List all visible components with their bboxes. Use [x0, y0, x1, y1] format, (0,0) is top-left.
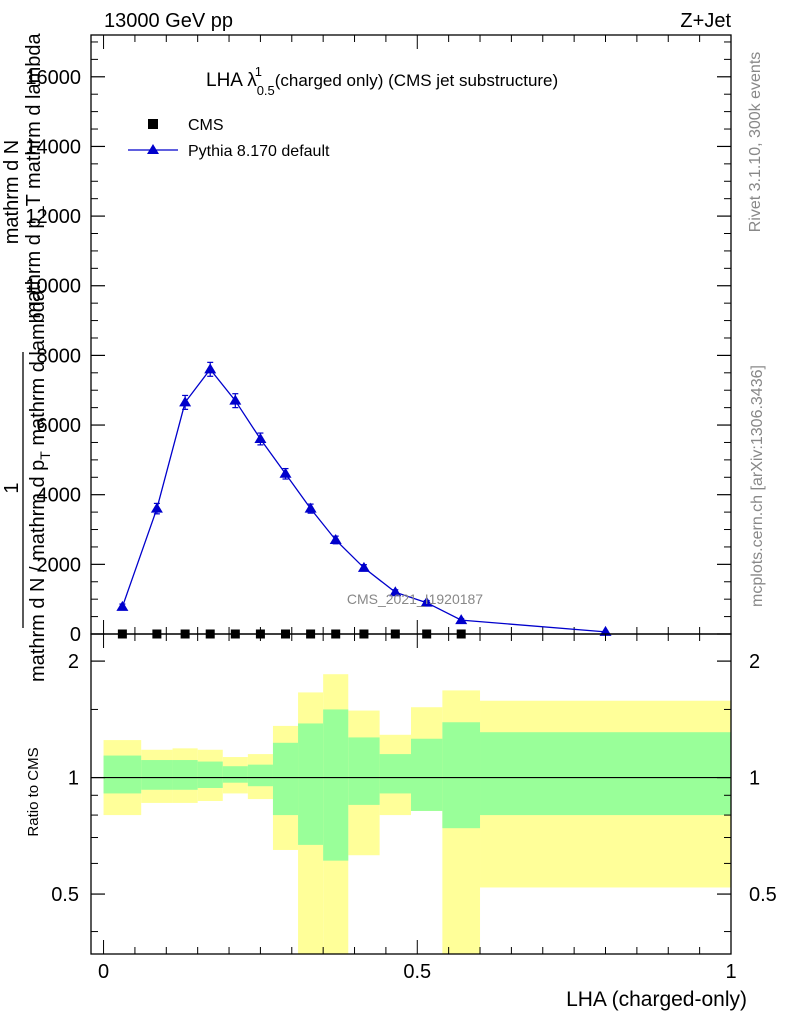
legend-pythia-label: Pythia 8.170 default	[188, 143, 330, 160]
ratio-band-inner	[103, 755, 142, 794]
legend-cms-label: CMS	[188, 117, 224, 134]
ratio-ytick-label: 2	[68, 651, 79, 673]
ratio-bands	[91, 674, 731, 954]
legend-pythia-marker	[147, 144, 159, 154]
ylabel-frac-bottom-rest: mathrm d lambda	[27, 289, 49, 451]
main-ytick-label: 8000	[37, 345, 82, 367]
pythia-point	[304, 502, 317, 513]
legend-cms-marker	[148, 119, 158, 129]
main-ytick-label: 4000	[37, 485, 82, 507]
pythia-point	[204, 363, 217, 374]
ratio-band-inner	[197, 761, 223, 788]
main-frame-box	[90, 34, 732, 635]
ylabel-numerator: mathrm d N	[1, 140, 23, 244]
ratio-ytick-label-right: 0.5	[749, 884, 777, 906]
main-y-ticks: 0 2000 4000 6000 8000 10000 12000 14000 16000	[25, 35, 732, 646]
pythia-point	[329, 533, 342, 544]
mcplots-label: mcplots.cern.ch [arXiv:1306.3436]	[749, 365, 766, 607]
ratio-band-inner	[272, 742, 299, 816]
main-title-sup: 1	[255, 64, 262, 79]
pythia-point	[357, 561, 370, 572]
ratio-band-inner	[442, 722, 481, 829]
analysis-watermark: CMS_2021_I1920187	[347, 591, 483, 607]
main-ytick-label: 0	[70, 624, 81, 646]
ratio-xtick-label: 1	[725, 961, 736, 983]
pythia-point	[455, 614, 468, 625]
ratio-ytick-label-right: 2	[749, 651, 760, 673]
pythia-point	[179, 396, 192, 407]
pythia-point	[420, 596, 433, 607]
ratio-band-inner	[348, 737, 380, 805]
ratio-band-inner	[323, 709, 349, 861]
pythia-point	[116, 600, 129, 611]
pythia-point	[150, 502, 163, 513]
ratio-xtick-label: 0	[98, 961, 109, 983]
ratio-band-inner	[222, 766, 248, 783]
ratio-band-inner	[172, 760, 198, 790]
main-y-label: mathrm d N mathrm d p_T mathrm d lambda …	[1, 32, 53, 682]
main-ytick-label: 6000	[37, 415, 82, 437]
pythia-line	[121, 368, 606, 633]
main-title-main: LHA λ	[206, 70, 257, 91]
ratio-plot-frame	[90, 633, 732, 955]
rivet-label: Rivet 3.1.10, 300k events	[747, 52, 764, 233]
legend: CMS Pythia 8.170 default	[128, 117, 330, 160]
ratio-plot: 0.5 0.5 1 1 2 2 0 0.5 1 Ratio to CMS LHA (charge…	[25, 633, 777, 1011]
main-plot: 0 2000 4000 6000 8000 10000 12000 14000 16000 CM…	[1, 32, 732, 682]
ratio-band-inner	[411, 738, 443, 811]
main-title: LHA λ0.5 1 (charged only) (CMS jet substr…	[206, 64, 558, 98]
header-right: Z+Jet	[680, 10, 731, 32]
x-axis-label: LHA (charged-only)	[566, 988, 747, 1011]
ratio-band-inner	[480, 732, 731, 816]
ylabel-frac-bottom-sub: T	[37, 451, 53, 460]
ratio-ytick-label: 0.5	[51, 884, 79, 906]
ratio-ticks: 0.5 0.5 1 1 2 2 0 0.5 1	[51, 634, 777, 983]
pythia-point	[279, 467, 292, 478]
main-ytick-label: 10000	[25, 276, 81, 298]
pythia-point	[229, 394, 242, 405]
ratio-frame-box	[90, 633, 732, 955]
ylabel-frac-bottom: mathrm d N / mathrm d pT mathrm d lambda	[27, 289, 53, 682]
ratio-ytick-label-right: 1	[749, 768, 760, 790]
header-left: 13000 GeV pp	[104, 10, 233, 32]
ratio-band-inner	[247, 764, 273, 787]
pythia-point	[389, 586, 402, 597]
ratio-y-label: Ratio to CMS	[25, 747, 42, 836]
main-ytick-label: 12000	[25, 206, 81, 228]
ratio-band-inner	[379, 754, 411, 794]
main-ytick-label: 14000	[25, 136, 81, 158]
main-title-sub: 0.5	[257, 83, 275, 98]
pythia-point	[254, 432, 267, 443]
ylabel-frac-top: 1	[1, 482, 23, 493]
ratio-band-inner	[298, 723, 324, 845]
ylabel-stack: mathrm d p_T mathrm d lambda	[23, 32, 45, 318]
main-title-rest: (charged only) (CMS jet substructure)	[270, 71, 558, 90]
main-ytick-label: 2000	[37, 554, 82, 576]
ratio-xtick-label: 0.5	[403, 961, 431, 983]
ylabel-frac-bottom-main: mathrm d N / mathrm d p	[27, 460, 49, 682]
main-ytick-label: 16000	[25, 67, 81, 89]
ratio-ytick-label: 1	[68, 768, 79, 790]
main-plot-frame	[90, 34, 732, 635]
ratio-band-inner	[141, 760, 173, 790]
